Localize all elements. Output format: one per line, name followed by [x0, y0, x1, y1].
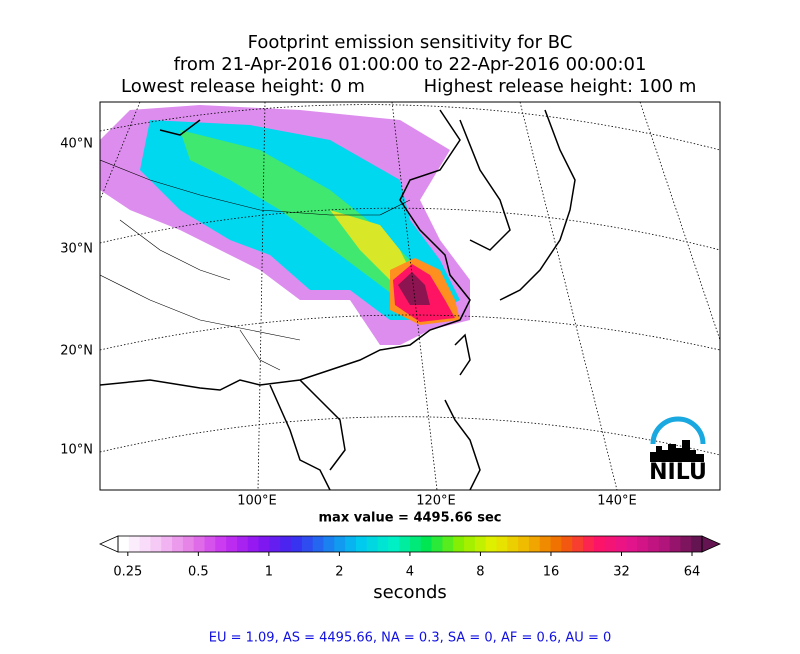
colorbar-tick-label: 16 — [543, 565, 560, 580]
colorbar-tick-label: 1 — [265, 565, 273, 580]
logo: NILU — [649, 416, 707, 485]
colorbar-segment — [366, 536, 379, 552]
colorbar-segment — [247, 536, 260, 552]
colorbar-segment — [496, 536, 508, 552]
colorbar-segment — [518, 536, 530, 552]
colorbar-label: seconds — [373, 582, 447, 603]
colorbar-segment — [182, 536, 195, 552]
colorbar-segment — [128, 536, 141, 552]
colorbar-segment — [615, 536, 627, 552]
colorbar-segment — [669, 536, 681, 552]
colorbar: 0.25 0.5 1 2 4 8 16 32 64 — [99, 535, 721, 580]
colorbar-tick-label: 4 — [406, 565, 414, 580]
colorbar-tick-label: 0.25 — [113, 565, 142, 580]
colorbar-segment — [453, 536, 465, 552]
colorbar-segment — [583, 536, 595, 552]
colorbar-segment — [258, 536, 270, 552]
colorbar-segment — [561, 536, 573, 552]
colorbar-segment — [485, 536, 498, 552]
colorbar-segment — [464, 536, 476, 552]
lat-label: 10°N — [60, 443, 93, 458]
colorbar-segment — [355, 536, 368, 552]
colorbar-segment — [442, 536, 454, 552]
colorbar-segment — [550, 536, 562, 552]
colorbar-segment — [680, 536, 692, 552]
colorbar-segment — [150, 536, 162, 552]
colorbar-segment — [226, 536, 238, 552]
colorbar-segment — [139, 536, 151, 552]
colorbar-tick-label: 32 — [613, 565, 630, 580]
title-line: Footprint emission sensitivity for BC — [248, 32, 573, 53]
colorbar-segment — [658, 536, 671, 552]
colorbar-tick-label: 0.5 — [188, 565, 209, 580]
lat-label: 30°N — [60, 242, 93, 257]
colorbar-extend — [701, 535, 721, 553]
colorbar-segment — [161, 536, 173, 552]
colorbar-segment — [118, 536, 130, 552]
map: 40°N 30°N 20°N 10°N 100°E 120°E 140°E NI… — [60, 101, 721, 509]
max-value: max value = 4495.66 sec — [319, 511, 502, 526]
title-line: Highest release height: 100 m — [424, 76, 697, 97]
colorbar-segment — [691, 536, 703, 552]
colorbar-segment — [647, 536, 660, 552]
colorbar-segment — [474, 536, 487, 552]
colorbar-segment — [420, 536, 433, 552]
colorbar-segment — [528, 536, 541, 552]
colorbar-segment — [280, 536, 292, 552]
colorbar-tick-label: 2 — [335, 565, 343, 580]
colorbar-segment — [236, 536, 249, 552]
colorbar-segment — [410, 536, 422, 552]
colorbar-segment — [539, 536, 552, 552]
colorbar-segment — [269, 536, 281, 552]
lon-label: 100°E — [237, 494, 277, 509]
colorbar-segment — [193, 536, 206, 552]
lon-label: 140°E — [597, 494, 637, 509]
colorbar-segment — [334, 536, 346, 552]
colorbar-segment — [291, 536, 303, 552]
colorbar-segment — [388, 536, 400, 552]
footer: EU = 1.09, AS = 4495.66, NA = 0.3, SA = … — [209, 631, 612, 646]
colorbar-segment — [312, 536, 324, 552]
colorbar-segment — [204, 536, 216, 552]
lon-label: 120°E — [416, 494, 456, 509]
colorbar-segment — [507, 536, 519, 552]
colorbar-segment — [593, 536, 606, 552]
colorbar-tick-label: 8 — [476, 565, 484, 580]
title-line: from 21-Apr-2016 01:00:00 to 22-Apr-2016… — [174, 54, 647, 75]
colorbar-extend — [99, 535, 119, 553]
colorbar-segment — [377, 536, 389, 552]
colorbar-segment — [637, 536, 649, 552]
colorbar-segment — [431, 536, 443, 552]
colorbar-segment — [626, 536, 638, 552]
colorbar-segment — [323, 536, 335, 552]
lat-label: 40°N — [60, 137, 93, 152]
colorbar-segment — [172, 536, 184, 552]
colorbar-tick-label: 64 — [684, 565, 701, 580]
colorbar-segment — [345, 536, 357, 552]
colorbar-segment — [215, 536, 227, 552]
title-line: Lowest release height: 0 m — [121, 76, 365, 97]
logo-text: NILU — [649, 460, 707, 485]
lat-label: 20°N — [60, 344, 93, 359]
colorbar-segment — [399, 536, 411, 552]
colorbar-segment — [301, 536, 314, 552]
colorbar-segment — [572, 536, 584, 552]
colorbar-segment — [604, 536, 616, 552]
